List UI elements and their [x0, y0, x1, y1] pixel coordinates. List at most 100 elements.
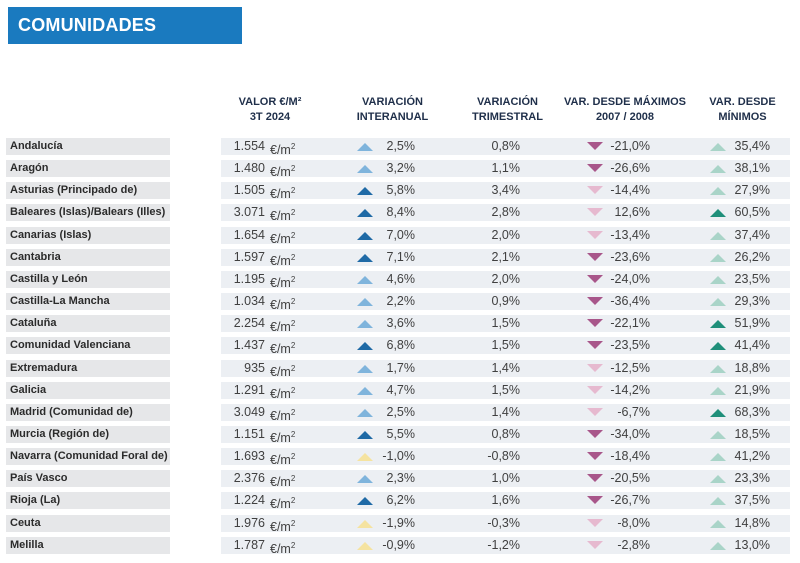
trend-up-icon [710, 320, 726, 329]
maximos-value: -8,0% [617, 515, 650, 530]
price-value: 2.254 [233, 316, 265, 331]
unit-superscript: 2 [290, 429, 296, 439]
minimos-value: 14,8% [734, 515, 770, 530]
unit-superscript: 2 [290, 252, 296, 262]
price-unit: €/m2 [270, 382, 295, 401]
unit-label: €/m [270, 187, 291, 202]
interanual-value: 7,0% [386, 227, 416, 242]
price-unit: €/m2 [270, 492, 295, 512]
minimos-value: 41,2% [734, 449, 770, 464]
minimos-value: 51,9% [734, 316, 770, 331]
trend-up-icon [710, 497, 726, 506]
price-value: 1.597 [233, 249, 265, 264]
unit-label: €/m [270, 209, 291, 224]
trend-up-icon [710, 541, 726, 550]
minimos-value: 13,0% [734, 537, 770, 552]
price-unit: €/m2 [270, 293, 295, 312]
trimestral-value: -1,2% [487, 537, 520, 552]
minimos-value: 18,8% [734, 360, 770, 375]
trimestral-value: 0,8% [491, 139, 521, 153]
trend-up-icon [710, 430, 726, 439]
unit-superscript: 2 [290, 142, 296, 151]
trimestral-value: 1,1% [491, 161, 521, 176]
price-value: 1.480 [233, 161, 265, 176]
minimos-value: 23,5% [734, 271, 770, 286]
header-minimos-line2: MÍNIMOS [718, 111, 767, 123]
maximos-value: -14,2% [610, 382, 650, 397]
minimos-value: 23,3% [734, 471, 770, 486]
trend-up-icon [710, 253, 726, 262]
unit-superscript: 2 [290, 230, 296, 240]
interanual-value: 6,8% [386, 338, 416, 353]
price-unit: €/m2 [270, 448, 295, 468]
unit-superscript: 2 [290, 407, 296, 417]
price-unit: €/m2 [270, 404, 296, 423]
trend-up-icon [357, 320, 373, 329]
trend-up-icon [710, 298, 726, 307]
trend-down-icon [587, 518, 603, 527]
trend-up-icon [710, 165, 726, 174]
unit-superscript: 2 [290, 274, 296, 284]
trend-down-icon [587, 297, 603, 306]
maximos-value: -18,4% [610, 449, 650, 464]
unit-superscript: 2 [290, 341, 296, 351]
region-name: Galicia [6, 381, 170, 399]
maximos-value: -21,0% [610, 139, 650, 153]
trimestral-value: 0,8% [491, 426, 521, 441]
interanual-value: 5,5% [386, 426, 416, 441]
table-row: Aragón 1.480 €/m2 3,2% 1,1% -26,6% 38,1% [0, 159, 800, 179]
interanual-value: -1,9% [382, 515, 415, 530]
price-unit: €/m2 [270, 249, 296, 268]
unit-superscript: 2 [290, 540, 296, 550]
unit-superscript: 2 [290, 208, 296, 218]
trend-up-icon [357, 408, 373, 417]
interanual-value: 5,8% [386, 183, 416, 198]
unit-label: €/m [270, 165, 291, 180]
unit-label: €/m [270, 453, 291, 468]
unit-superscript: 2 [290, 518, 296, 528]
region-name: Navarra (Comunidad Foral de) [6, 448, 170, 466]
table-row: Murcia (Región de) 1.151 €/m2 5,5% 0,8% -34,0… [0, 425, 800, 445]
interanual-value: 4,6% [386, 271, 416, 286]
price-unit: €/m2 [270, 204, 296, 224]
region-name: Castilla-La Mancha [6, 293, 170, 311]
header-interanual: VARIACIÓN INTERANUAL [345, 95, 440, 125]
maximos-value: -24,0% [610, 271, 650, 286]
interanual-value: 3,2% [386, 161, 416, 176]
interanual-value: -0,9% [382, 537, 415, 552]
interanual-value: 2,3% [386, 471, 416, 486]
price-unit: €/m2 [270, 160, 295, 180]
unit-label: €/m [270, 386, 291, 401]
price-value: 1.554 [233, 139, 265, 153]
unit-label: €/m [270, 320, 291, 335]
price-value: 1.151 [233, 426, 265, 441]
table-row: Extremadura 935 €/m2 1,7% 1,4% -12,5% 18,8% [0, 359, 800, 379]
trend-up-icon [710, 475, 726, 484]
table-row: Castilla y León 1.195 €/m2 4,6% 2,0% -24,0% 23… [0, 270, 800, 290]
header-minimos: VAR. DESDE MÍNIMOS [695, 95, 790, 125]
unit-label: €/m [270, 497, 291, 512]
interanual-value: 8,4% [386, 205, 416, 220]
price-unit: €/m2 [270, 426, 296, 445]
header-valor-line1: VALOR €/M² [238, 96, 302, 108]
price-unit: €/m2 [270, 315, 295, 335]
trend-down-icon [587, 540, 603, 549]
price-value: 935 [244, 360, 265, 375]
table-row: Navarra (Comunidad Foral de) 1.693 €/m2 -1,… [0, 447, 800, 467]
trend-down-icon [587, 208, 603, 217]
unit-superscript: 2 [290, 474, 296, 484]
table-row: Castilla-La Mancha 1.034 €/m2 2,2% 0,9% -36,4… [0, 292, 800, 312]
trimestral-value: -0,8% [487, 449, 520, 464]
price-value: 3.071 [233, 205, 265, 220]
table-row: Cataluña 2.254 €/m2 3,6% 1,5% -22,1% 51,9% [0, 314, 800, 334]
minimos-value: 41,4% [734, 338, 770, 353]
interanual-value: 3,6% [386, 316, 416, 331]
region-name: Melilla [6, 536, 170, 554]
price-value: 1.291 [233, 382, 265, 397]
region-name: Madrid (Comunidad de) [6, 403, 170, 421]
trend-down-icon [587, 452, 603, 461]
minimos-value: 27,9% [734, 183, 770, 198]
unit-label: €/m [270, 342, 291, 357]
maximos-value: -12,5% [610, 360, 650, 375]
region-name: Aragón [6, 160, 170, 178]
